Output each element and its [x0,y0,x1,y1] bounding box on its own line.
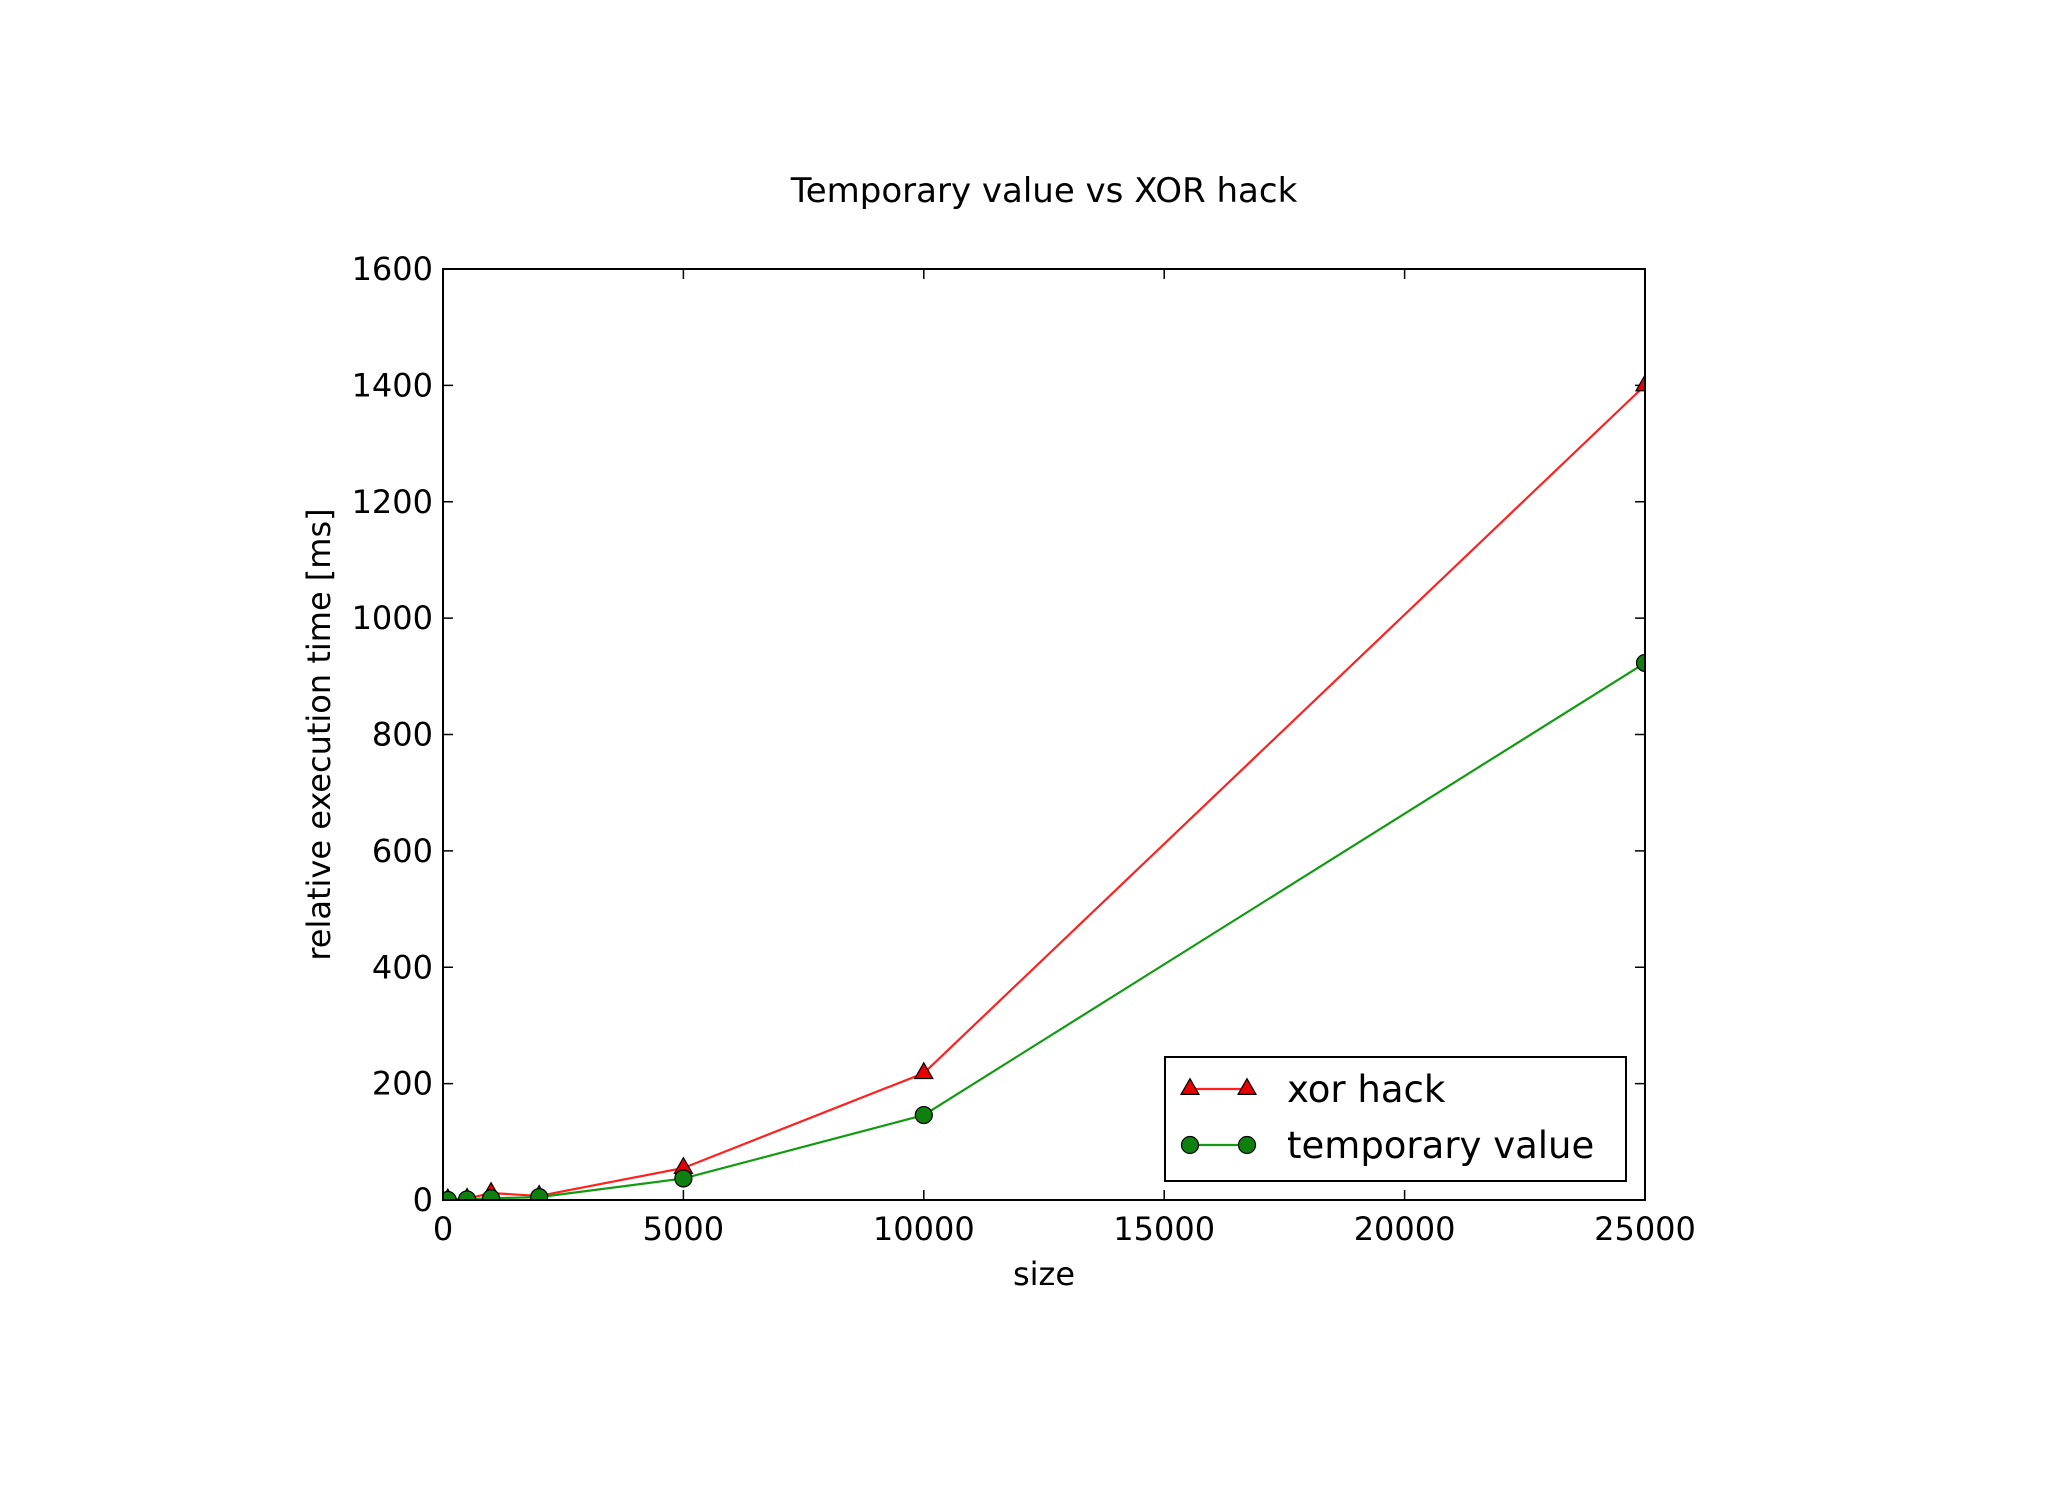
legend-box [1164,1056,1627,1182]
y-tick-label: 200 [372,1065,433,1103]
y-tick-label: 1600 [352,250,433,288]
x-tick-label: 20000 [1354,1210,1456,1248]
legend-entry: temporary value [1180,1124,1594,1167]
x-tick-label: 15000 [1113,1210,1215,1248]
y-tick-label: 800 [372,716,433,754]
data-point [443,1190,457,1200]
y-tick-label: 400 [372,948,433,986]
x-axis-label: size [1013,1255,1075,1293]
plot-frame [442,268,1646,1201]
y-tick-label: 1200 [352,483,433,521]
legend-marker [1180,1135,1200,1155]
legend-marker [1179,1077,1201,1096]
data-point [913,1061,934,1080]
data-point [674,1169,693,1188]
legend-label: temporary value [1287,1124,1594,1167]
data-point [1635,653,1645,673]
data-point [530,1187,549,1200]
legend-marker [1237,1135,1257,1155]
x-tick-label: 25000 [1594,1210,1696,1248]
y-tick-label: 0 [413,1181,433,1219]
legend-marker [1236,1077,1258,1096]
y-axis-label: relative execution time [ms] [300,508,338,960]
x-tick-label: 0 [433,1210,453,1248]
plot-area: 0 5000 10000 15000 20000 25000 0 200 400 600 800 10… [352,250,1696,1248]
x-tick-label: 10000 [873,1210,975,1248]
data-point [1634,373,1645,392]
legend: xor hack temporary value [1164,1056,1627,1182]
data-point [914,1105,933,1125]
data-point [481,1189,501,1200]
legend-label: xor hack [1287,1068,1446,1111]
y-tick-label: 1000 [352,599,433,637]
y-tick-label: 1400 [352,366,433,404]
chart-title: Temporary value vs XOR hack [790,171,1298,211]
y-tick-label: 600 [372,832,433,870]
legend-entry: xor hack [1179,1068,1446,1111]
x-tick-label: 5000 [643,1210,724,1248]
